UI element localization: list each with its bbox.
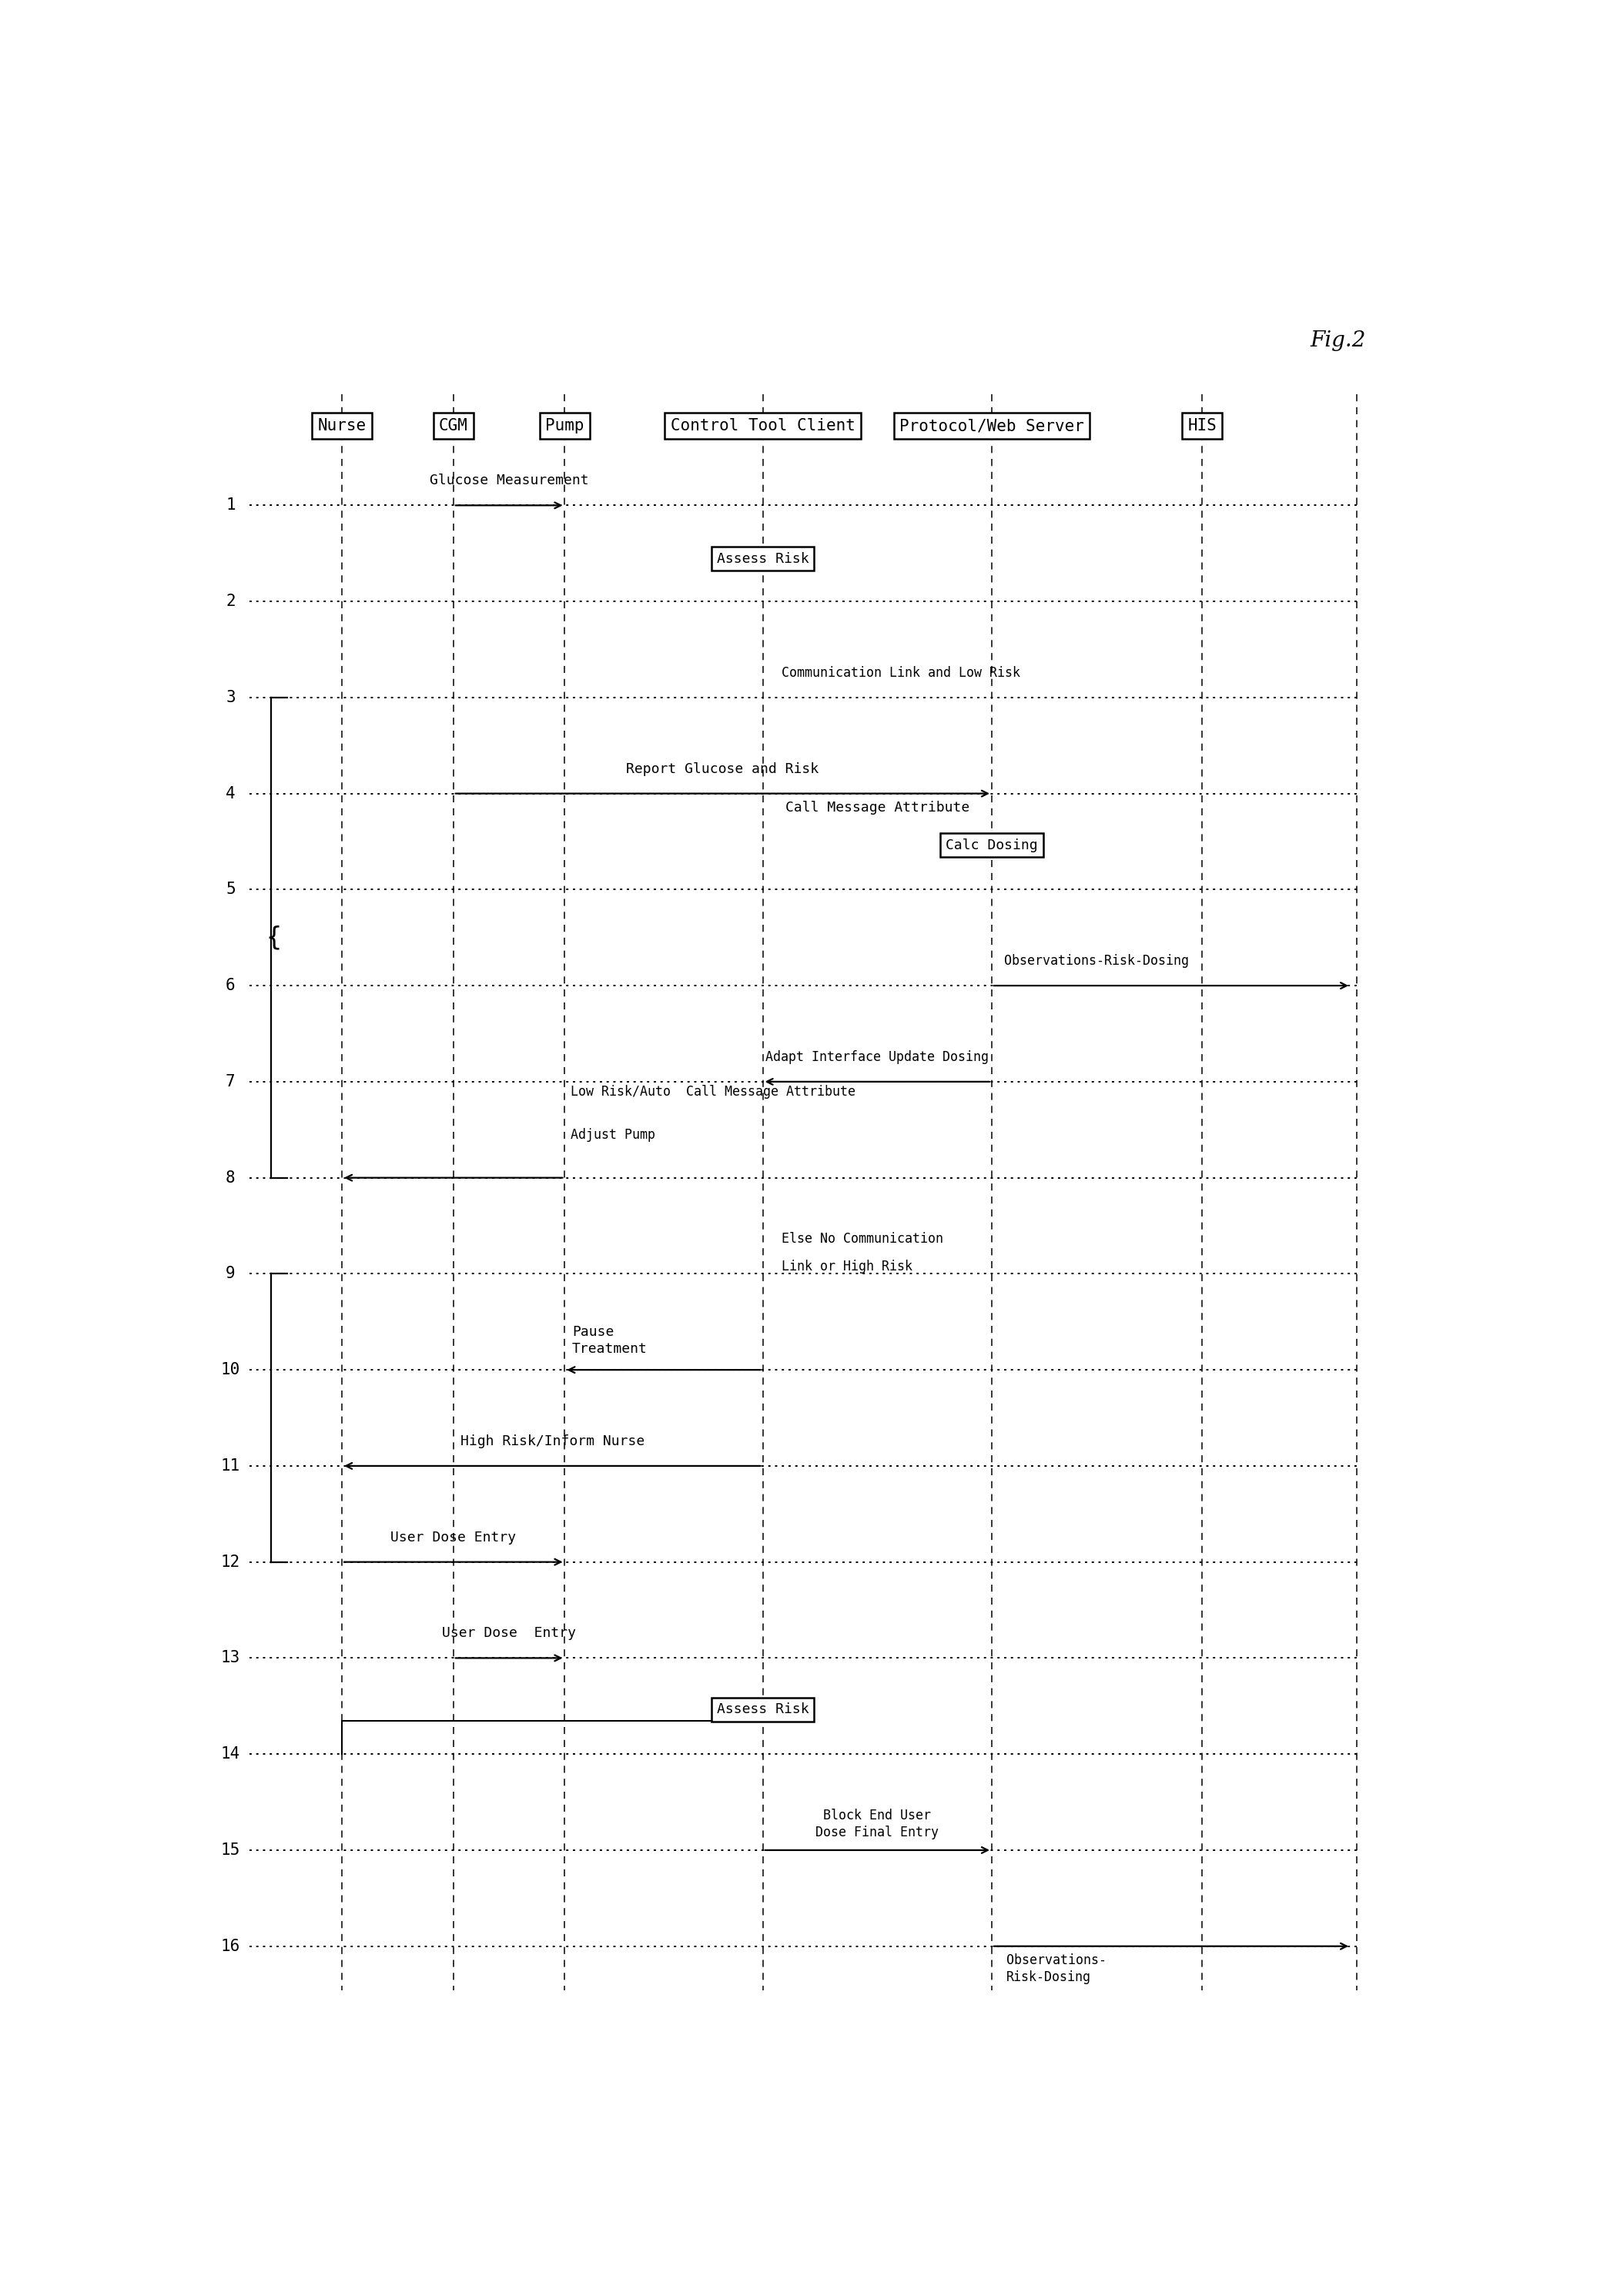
Text: Communication Link and Low Risk: Communication Link and Low Risk: [781, 666, 1020, 680]
Text: HIS: HIS: [1188, 418, 1217, 434]
Text: Adapt Interface Update Dosing: Adapt Interface Update Dosing: [765, 1049, 989, 1063]
Text: 4: 4: [225, 785, 235, 801]
Text: Control Tool Client: Control Tool Client: [671, 418, 854, 434]
Text: Assess Risk: Assess Risk: [717, 551, 808, 565]
Text: 12: 12: [220, 1554, 240, 1570]
Text: 1: 1: [225, 498, 235, 512]
Text: Fig.2: Fig.2: [1311, 331, 1365, 351]
Text: Protocol/Web Server: Protocol/Web Server: [899, 418, 1084, 434]
Text: Report Glucose and Risk: Report Glucose and Risk: [626, 762, 819, 776]
Text: Call Message Attribute: Call Message Attribute: [786, 801, 969, 815]
Text: 13: 13: [220, 1651, 240, 1665]
Text: 9: 9: [225, 1265, 235, 1281]
Text: 5: 5: [225, 882, 235, 898]
Text: Link or High Risk: Link or High Risk: [781, 1261, 912, 1274]
Text: User Dose Entry: User Dose Entry: [391, 1531, 516, 1545]
Text: 2: 2: [225, 595, 235, 608]
Text: Assess Risk: Assess Risk: [717, 1704, 808, 1717]
Text: 16: 16: [220, 1938, 240, 1954]
Text: Glucose Measurement: Glucose Measurement: [430, 473, 589, 487]
Text: Low Risk/Auto  Call Message Attribute: Low Risk/Auto Call Message Attribute: [572, 1086, 856, 1100]
Text: 8: 8: [225, 1171, 235, 1185]
Text: Else No Communication: Else No Communication: [781, 1231, 944, 1244]
Text: Calc Dosing: Calc Dosing: [945, 838, 1038, 852]
Text: Observations-
Risk-Dosing: Observations- Risk-Dosing: [1006, 1954, 1107, 1984]
Text: Observations-Risk-Dosing: Observations-Risk-Dosing: [1005, 955, 1188, 969]
Text: Pump: Pump: [545, 418, 585, 434]
Text: High Risk/Inform Nurse: High Risk/Inform Nurse: [460, 1435, 645, 1449]
Text: Adjust Pump: Adjust Pump: [572, 1127, 656, 1141]
Text: {: {: [267, 925, 281, 951]
Text: 7: 7: [225, 1075, 235, 1088]
Text: CGM: CGM: [439, 418, 468, 434]
Text: 15: 15: [220, 1841, 240, 1857]
Text: 10: 10: [220, 1362, 240, 1378]
Text: Pause
Treatment: Pause Treatment: [572, 1325, 647, 1355]
Text: Nurse: Nurse: [318, 418, 366, 434]
Text: 14: 14: [220, 1747, 240, 1761]
Text: 6: 6: [225, 978, 235, 994]
Text: 11: 11: [220, 1458, 240, 1474]
Text: Block End User
Dose Final Entry: Block End User Dose Final Entry: [816, 1809, 939, 1839]
Text: User Dose  Entry: User Dose Entry: [442, 1626, 577, 1639]
Text: 3: 3: [225, 689, 235, 705]
